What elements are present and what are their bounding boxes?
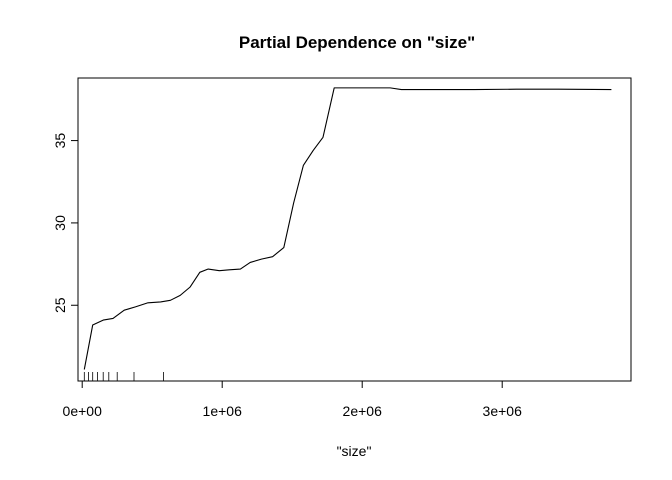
x-tick-label: 0e+00 [63, 403, 103, 419]
y-tick-label: 30 [52, 215, 68, 231]
x-axis: 0e+00 1e+06 2e+06 3e+06 [63, 380, 523, 419]
x-tick-label: 3e+06 [483, 403, 523, 419]
x-tick-label: 1e+06 [203, 403, 243, 419]
rug-layer [83, 372, 164, 381]
x-tick-label: 2e+06 [343, 403, 383, 419]
x-axis-label: "size" [337, 443, 372, 459]
y-tick-label: 35 [52, 133, 68, 149]
series-layer [83, 87, 612, 370]
chart-title: Partial Dependence on "size" [239, 33, 475, 52]
series-line-0 [83, 87, 612, 370]
y-tick-label: 25 [52, 297, 68, 313]
plot-frame [77, 77, 632, 382]
y-axis: 25 30 35 [52, 133, 79, 313]
